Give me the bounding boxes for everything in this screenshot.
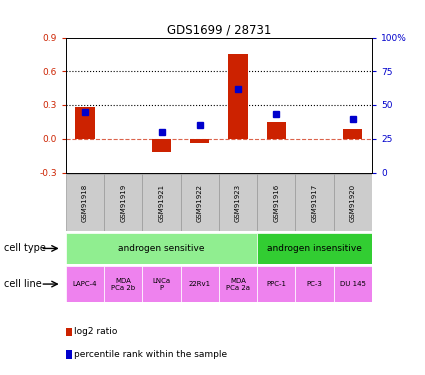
Text: androgen insensitive: androgen insensitive — [267, 244, 362, 253]
Bar — [334, 266, 372, 302]
Bar — [295, 266, 334, 302]
Bar — [219, 174, 257, 231]
Bar — [295, 174, 334, 231]
Bar — [334, 174, 372, 231]
Bar — [257, 232, 372, 264]
Title: GDS1699 / 28731: GDS1699 / 28731 — [167, 23, 271, 36]
Bar — [229, 54, 247, 139]
Text: MDA
PCa 2b: MDA PCa 2b — [111, 278, 135, 291]
Text: cell type: cell type — [4, 243, 46, 254]
Bar — [66, 232, 257, 264]
Text: percentile rank within the sample: percentile rank within the sample — [74, 350, 227, 359]
Bar — [343, 129, 362, 139]
Bar — [142, 174, 181, 231]
Bar — [257, 266, 295, 302]
Bar — [104, 174, 142, 231]
Bar — [257, 174, 295, 231]
Text: log2 ratio: log2 ratio — [74, 327, 117, 336]
Bar — [181, 174, 219, 231]
Bar — [181, 266, 219, 302]
Text: LAPC-4: LAPC-4 — [73, 281, 97, 287]
Text: PPC-1: PPC-1 — [266, 281, 286, 287]
Text: GSM91921: GSM91921 — [159, 183, 164, 222]
Text: GSM91919: GSM91919 — [120, 183, 126, 222]
Text: GSM91918: GSM91918 — [82, 183, 88, 222]
Text: LNCa
P: LNCa P — [153, 278, 170, 291]
Text: androgen sensitive: androgen sensitive — [118, 244, 205, 253]
Bar — [66, 266, 104, 302]
Bar — [66, 174, 104, 231]
Text: PC-3: PC-3 — [306, 281, 323, 287]
Text: GSM91923: GSM91923 — [235, 183, 241, 222]
Text: GSM91916: GSM91916 — [273, 183, 279, 222]
Text: GSM91920: GSM91920 — [350, 183, 356, 222]
Bar — [76, 107, 94, 139]
Bar — [190, 139, 209, 143]
Text: MDA
PCa 2a: MDA PCa 2a — [226, 278, 250, 291]
Bar — [152, 139, 171, 152]
Bar — [219, 266, 257, 302]
Text: GSM91922: GSM91922 — [197, 183, 203, 222]
Text: 22Rv1: 22Rv1 — [189, 281, 211, 287]
Text: DU 145: DU 145 — [340, 281, 366, 287]
Bar — [142, 266, 181, 302]
Bar — [104, 266, 142, 302]
Text: GSM91917: GSM91917 — [312, 183, 317, 222]
Bar — [267, 122, 286, 139]
Text: cell line: cell line — [4, 279, 42, 289]
